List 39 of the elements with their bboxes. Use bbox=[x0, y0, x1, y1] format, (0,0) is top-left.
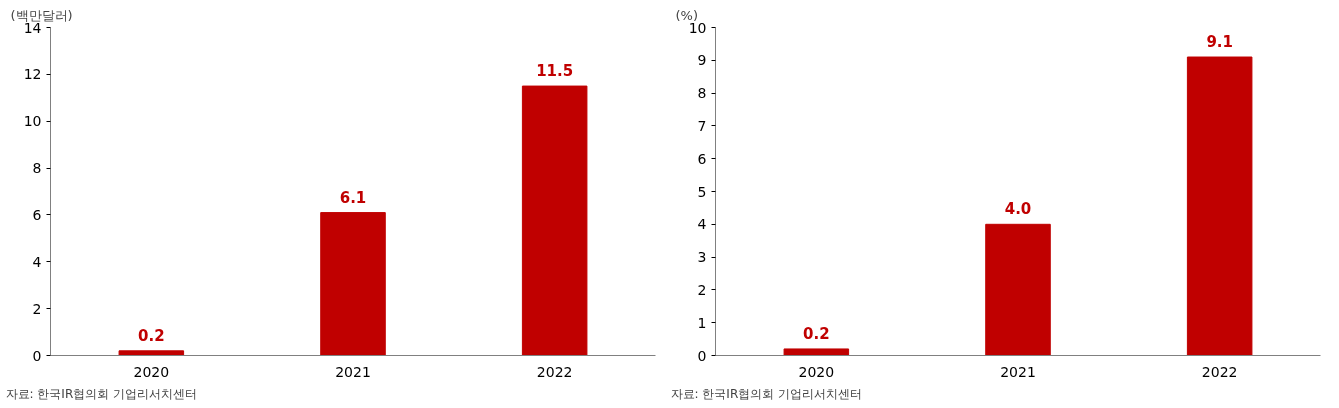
data-label: 0.2 bbox=[803, 324, 830, 343]
x-tick-label: 2021 bbox=[335, 363, 371, 380]
y-tick-label: 0 bbox=[32, 347, 42, 364]
x-tick-label: 2020 bbox=[798, 363, 835, 380]
y-tick-label: 2 bbox=[32, 300, 42, 317]
y-axis-title: (백만달러) bbox=[10, 7, 73, 23]
bar bbox=[985, 223, 1051, 356]
bar bbox=[783, 348, 850, 356]
y-tick-label: 3 bbox=[697, 249, 707, 266]
y-tick-label: 1 bbox=[697, 314, 707, 331]
bar bbox=[521, 85, 588, 356]
y-tick-label: 4 bbox=[32, 253, 42, 270]
bar bbox=[118, 350, 185, 356]
y-tick-label: 10 bbox=[23, 113, 42, 130]
y-tick-label: 12 bbox=[23, 66, 42, 83]
bar bbox=[320, 212, 386, 356]
x-tick-label: 2022 bbox=[1201, 363, 1238, 380]
data-label: 9.1 bbox=[1206, 33, 1233, 52]
y-tick-label: 8 bbox=[32, 160, 42, 177]
x-tick-label: 2020 bbox=[133, 363, 170, 380]
data-label: 11.5 bbox=[536, 62, 574, 81]
data-label: 6.1 bbox=[339, 188, 367, 207]
y-tick-label: 4 bbox=[697, 216, 707, 233]
y-tick-label: 6 bbox=[697, 150, 707, 167]
x-tick-label: 2021 bbox=[1000, 363, 1036, 380]
y-tick-label: 8 bbox=[697, 85, 707, 102]
y-axis-title: (%) bbox=[675, 7, 698, 23]
text: 자료: 한국IR협의회 기업리서치센터 bbox=[5, 386, 198, 401]
y-tick-label: 9 bbox=[697, 52, 707, 69]
x-tick-label: 2022 bbox=[536, 363, 573, 380]
y-tick-label: 2 bbox=[697, 281, 707, 298]
data-label: 4.0 bbox=[1004, 200, 1032, 219]
bar bbox=[1186, 56, 1253, 356]
data-label: 0.2 bbox=[138, 326, 165, 345]
y-tick-label: 0 bbox=[697, 347, 707, 364]
text: 자료: 한국IR협의회 기업리서치센터 bbox=[670, 386, 863, 401]
y-tick-label: 6 bbox=[32, 206, 42, 223]
y-tick-label: 5 bbox=[697, 183, 707, 200]
y-tick-label: 7 bbox=[697, 117, 707, 134]
